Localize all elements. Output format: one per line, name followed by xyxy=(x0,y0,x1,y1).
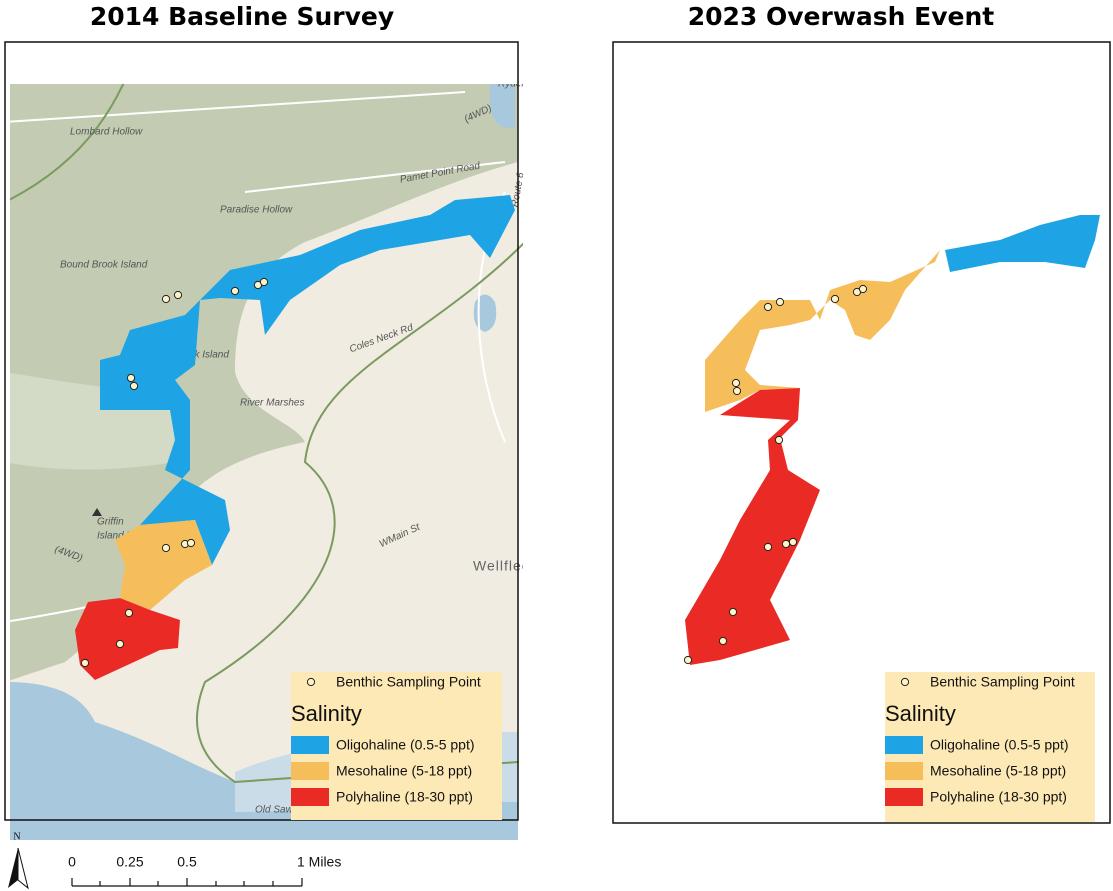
scale-label: 0.5 xyxy=(177,854,197,870)
woodland xyxy=(613,32,1110,692)
map-label: Griffin xyxy=(705,527,732,538)
legend-swatch xyxy=(291,762,329,780)
map-label: errick Island xyxy=(175,350,229,361)
legend-point xyxy=(306,677,316,687)
sampling-point xyxy=(161,294,171,304)
road xyxy=(10,91,506,623)
scale-label: 0 xyxy=(68,854,76,870)
sampling-point xyxy=(732,386,742,396)
sampling-point xyxy=(186,538,196,548)
sampling-point xyxy=(230,286,240,296)
map-label: Paradise Hollow xyxy=(828,215,901,226)
salinity-zones xyxy=(683,215,1100,665)
salinity-zone xyxy=(685,388,820,665)
north-arrow-half xyxy=(17,847,29,890)
legend-swatch xyxy=(291,788,329,806)
sampling-point xyxy=(115,639,125,649)
legend: Benthic Sampling Point Salinity Oligohalin… xyxy=(885,672,1095,822)
north-arrow xyxy=(8,848,18,888)
peak-marker xyxy=(700,518,710,526)
legend-label: Polyhaline (18-30 ppt) xyxy=(930,789,1067,805)
legend: Benthic Sampling Point Salinity Oligohalin… xyxy=(291,672,502,820)
map-label: Lombard Hollow xyxy=(678,137,751,148)
legend-swatch xyxy=(291,736,329,754)
map-label: Lombard Hollow xyxy=(70,127,143,138)
legend-point-label: Benthic Sampling Point xyxy=(336,674,481,690)
scale-label: 1 Miles xyxy=(297,854,341,870)
sampling-point xyxy=(173,290,183,300)
map-label: (4WD) xyxy=(823,80,852,91)
sampling-point xyxy=(129,381,139,391)
scale-line xyxy=(71,878,303,887)
map-label: Coles Neck Rd xyxy=(956,332,1023,365)
map-label: (4WD) xyxy=(1071,113,1102,135)
legend-label: Oligohaline (0.5-5 ppt) xyxy=(336,737,475,753)
map-frame xyxy=(612,41,1111,824)
map-label: Wellfleet xyxy=(1081,568,1113,584)
map-label: Paradise Hollow xyxy=(220,205,293,216)
map-frame xyxy=(4,41,519,821)
sampling-point xyxy=(788,537,798,547)
map-label: Wellfleet xyxy=(473,558,535,574)
sampling-point xyxy=(763,542,773,552)
legend-label: Oligohaline (0.5-5 ppt) xyxy=(930,737,1069,753)
map-label: Old Saw xyxy=(255,805,294,816)
map-label: Griffin xyxy=(97,517,124,528)
sampling-point xyxy=(718,636,728,646)
sampling-point xyxy=(161,543,171,553)
map-label: WMain St xyxy=(986,531,1031,560)
road xyxy=(613,102,1113,632)
map-label: Pamet Point Road xyxy=(1007,171,1089,196)
sampling-point xyxy=(728,607,738,617)
sampling-point xyxy=(731,378,741,388)
map-label: Bound Brook Island xyxy=(668,270,756,281)
sampling-point xyxy=(126,373,136,383)
legend-heading: Salinity xyxy=(291,701,362,726)
legend-label: Polyhaline (18-30 ppt) xyxy=(336,789,473,805)
map-label: (4WD) xyxy=(661,554,692,574)
legend-label: Mesohaline (5-18 ppt) xyxy=(336,763,472,779)
panel-title: 2014 Baseline Survey xyxy=(90,2,394,31)
scale-label: 0.25 xyxy=(116,854,143,870)
legend-point-label: Benthic Sampling Point xyxy=(930,674,1075,690)
salinity-zone xyxy=(75,598,180,680)
sampling-point xyxy=(124,608,134,618)
salinity-zones xyxy=(75,195,515,680)
map-label: (4WD) xyxy=(215,70,244,81)
sampling-point xyxy=(683,655,693,665)
panel-title: 2023 Overwash Event xyxy=(688,2,995,31)
sampling-point xyxy=(781,539,791,549)
boundary xyxy=(10,84,523,784)
legend-label: Mesohaline (5-18 ppt) xyxy=(930,763,1066,779)
map-label: Bound Brook Island xyxy=(60,260,148,271)
sampling-point xyxy=(830,294,840,304)
north-label: N xyxy=(13,831,20,842)
sampling-point xyxy=(774,435,784,445)
sampling-point xyxy=(775,297,785,307)
legend-swatch xyxy=(885,762,923,780)
salinity-zone xyxy=(945,215,1100,272)
legend-heading: Salinity xyxy=(885,701,956,726)
peak-marker xyxy=(92,508,102,516)
salinity-zone xyxy=(705,250,940,412)
sampling-point xyxy=(80,658,90,668)
map-label: River Marshes xyxy=(848,408,912,419)
sampling-point xyxy=(858,284,868,294)
map-label: Ryder P xyxy=(498,79,534,90)
map-label: errick Island xyxy=(783,360,837,371)
sampling-point xyxy=(259,277,269,287)
map-label: River Marshes xyxy=(240,398,304,409)
legend-point xyxy=(900,677,910,687)
legend-swatch xyxy=(885,736,923,754)
sampling-point xyxy=(763,302,773,312)
salinity-zone xyxy=(100,195,515,565)
scale-bar: N 0 0.25 0.5 1 Miles xyxy=(8,831,341,890)
legend-swatch xyxy=(885,788,923,806)
